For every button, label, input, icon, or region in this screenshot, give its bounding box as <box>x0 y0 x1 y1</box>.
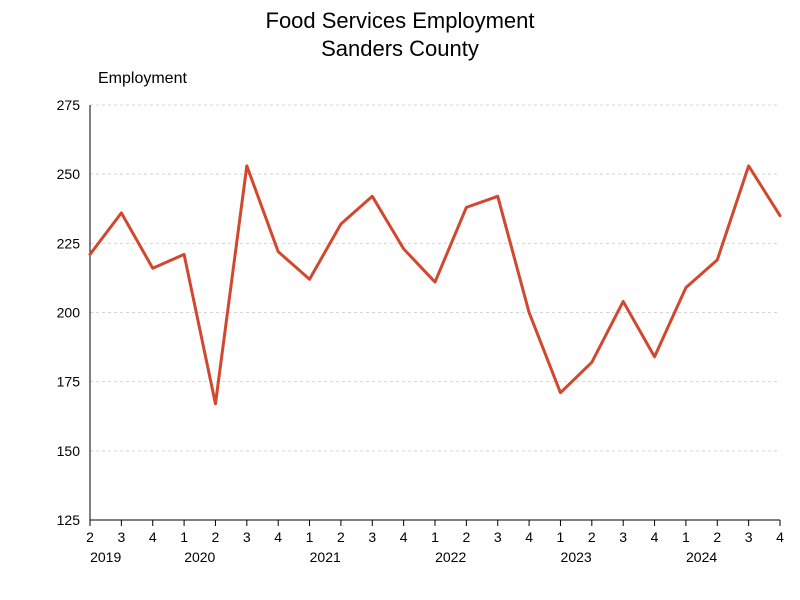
x-quarter-label: 1 <box>180 529 188 545</box>
x-year-label: 2019 <box>90 549 121 565</box>
x-quarter-label: 4 <box>651 529 659 545</box>
y-tick-label: 275 <box>57 97 81 113</box>
x-quarter-label: 3 <box>117 529 125 545</box>
x-quarter-label: 3 <box>368 529 376 545</box>
y-tick-label: 200 <box>57 305 81 321</box>
x-quarter-label: 2 <box>713 529 721 545</box>
x-quarter-label: 2 <box>212 529 220 545</box>
x-quarter-label: 4 <box>525 529 533 545</box>
y-tick-label: 175 <box>57 374 81 390</box>
data-line <box>90 166 780 404</box>
x-quarter-label: 3 <box>243 529 251 545</box>
x-quarter-label: 2 <box>337 529 345 545</box>
y-tick-label: 125 <box>57 512 81 528</box>
x-quarter-label: 3 <box>494 529 502 545</box>
x-quarter-label: 1 <box>682 529 690 545</box>
x-quarter-label: 2 <box>86 529 94 545</box>
x-quarter-label: 1 <box>557 529 565 545</box>
x-quarter-label: 4 <box>400 529 408 545</box>
x-quarter-label: 3 <box>745 529 753 545</box>
x-quarter-label: 4 <box>149 529 157 545</box>
x-quarter-label: 2 <box>588 529 596 545</box>
y-tick-label: 250 <box>57 166 81 182</box>
x-quarter-label: 3 <box>619 529 627 545</box>
x-year-label: 2024 <box>686 549 717 565</box>
x-year-label: 2021 <box>310 549 341 565</box>
y-tick-label: 225 <box>57 235 81 251</box>
chart-svg: 125 150 175 200 225 250 275 2 3 4 1 2 3 4 1 2 3 4 1 2 3 4 1 2 3 4… <box>0 0 800 600</box>
x-year-label: 2022 <box>435 549 466 565</box>
x-quarter-label: 1 <box>431 529 439 545</box>
x-quarter-label: 4 <box>776 529 784 545</box>
x-quarter-label: 2 <box>462 529 470 545</box>
x-year-label: 2020 <box>184 549 215 565</box>
x-year-label: 2023 <box>561 549 592 565</box>
chart-container: Food Services Employment Sanders County … <box>0 0 800 600</box>
y-tick-label: 150 <box>57 443 81 459</box>
x-quarter-label: 4 <box>274 529 282 545</box>
x-quarter-label: 1 <box>306 529 314 545</box>
